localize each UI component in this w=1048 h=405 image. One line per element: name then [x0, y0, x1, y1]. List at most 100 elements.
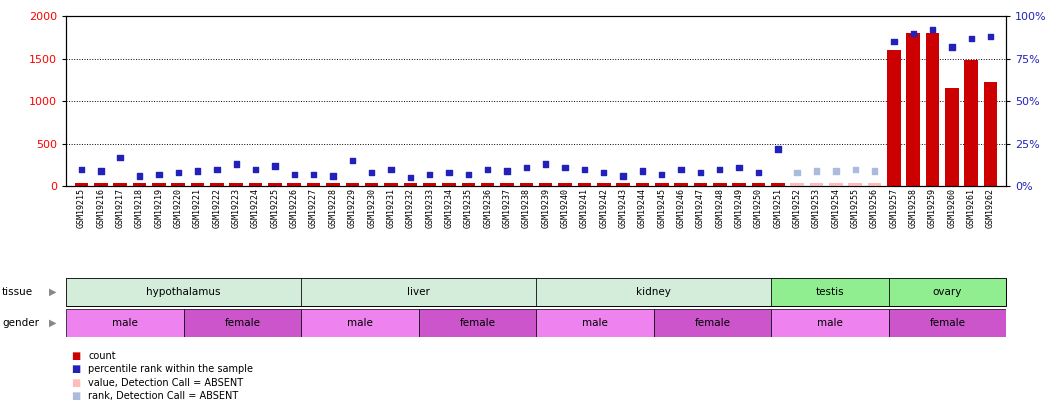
Text: rank, Detection Call = ABSENT: rank, Detection Call = ABSENT — [88, 391, 238, 401]
Bar — [829, 183, 843, 186]
Point — [440, 169, 457, 176]
Point — [963, 35, 980, 42]
Point — [847, 166, 864, 173]
Text: GSM19216: GSM19216 — [96, 188, 106, 228]
Point — [383, 166, 399, 173]
Text: GSM19244: GSM19244 — [638, 188, 647, 228]
Bar — [577, 183, 591, 186]
Bar — [964, 60, 978, 186]
Point — [112, 154, 129, 161]
Point — [305, 171, 322, 178]
Text: GSM19230: GSM19230 — [367, 188, 376, 228]
Text: GSM19248: GSM19248 — [716, 188, 724, 228]
Text: GSM19228: GSM19228 — [328, 188, 337, 228]
Text: GSM19262: GSM19262 — [986, 188, 996, 228]
Text: male: male — [816, 318, 843, 328]
Text: GSM19249: GSM19249 — [735, 188, 744, 228]
Point — [692, 169, 708, 176]
Bar — [849, 183, 861, 186]
Text: GSM19226: GSM19226 — [289, 188, 299, 228]
Bar — [94, 183, 108, 186]
Point — [769, 146, 786, 152]
Text: GSM19261: GSM19261 — [966, 188, 976, 228]
Text: GSM19225: GSM19225 — [270, 188, 280, 228]
Bar — [423, 183, 436, 186]
Point — [170, 169, 187, 176]
Bar — [889, 278, 1006, 306]
Point — [924, 27, 941, 33]
Point — [518, 164, 534, 171]
Bar — [74, 183, 88, 186]
Bar — [674, 183, 687, 186]
Text: ■: ■ — [71, 377, 81, 388]
Bar — [733, 183, 746, 186]
Bar — [751, 183, 765, 186]
Bar — [113, 183, 127, 186]
Text: ■: ■ — [71, 351, 81, 361]
Point — [247, 166, 264, 173]
Point — [364, 169, 380, 176]
Point — [576, 166, 593, 173]
Point — [286, 171, 303, 178]
Bar — [536, 309, 654, 337]
Text: GSM19260: GSM19260 — [947, 188, 957, 228]
Bar — [539, 183, 552, 186]
Point — [479, 166, 496, 173]
Bar — [771, 183, 785, 186]
Text: GSM19220: GSM19220 — [174, 188, 182, 228]
Bar — [301, 309, 418, 337]
Point — [227, 161, 244, 167]
Point — [460, 171, 477, 178]
Point — [190, 168, 206, 174]
Text: GSM19223: GSM19223 — [232, 188, 241, 228]
Text: GSM19257: GSM19257 — [890, 188, 898, 228]
Text: GSM19215: GSM19215 — [77, 188, 86, 228]
Bar — [597, 183, 611, 186]
Text: GSM19218: GSM19218 — [135, 188, 144, 228]
Bar — [655, 183, 669, 186]
Point — [750, 169, 767, 176]
Bar — [925, 33, 939, 186]
Bar — [636, 183, 649, 186]
Bar — [133, 183, 147, 186]
Point — [151, 171, 168, 178]
Text: GSM19236: GSM19236 — [483, 188, 493, 228]
Bar — [500, 183, 514, 186]
Bar — [230, 183, 243, 186]
Text: hypothalamus: hypothalamus — [147, 287, 221, 297]
Bar — [346, 183, 359, 186]
Text: GSM19258: GSM19258 — [909, 188, 918, 228]
Bar — [403, 183, 417, 186]
Text: GSM19240: GSM19240 — [561, 188, 569, 228]
Text: liver: liver — [407, 287, 430, 297]
Text: GSM19247: GSM19247 — [696, 188, 705, 228]
Point — [653, 171, 670, 178]
Text: female: female — [224, 318, 260, 328]
Point — [634, 168, 651, 174]
Text: GSM19253: GSM19253 — [812, 188, 821, 228]
Bar — [66, 278, 301, 306]
Text: GSM19242: GSM19242 — [599, 188, 608, 228]
Bar — [984, 82, 998, 186]
Bar — [713, 183, 726, 186]
Bar — [810, 183, 824, 186]
Bar — [442, 183, 456, 186]
Bar — [301, 278, 536, 306]
Point — [92, 168, 109, 174]
Bar — [248, 183, 262, 186]
Text: gender: gender — [2, 318, 39, 328]
Bar — [481, 183, 495, 186]
Text: kidney: kidney — [636, 287, 671, 297]
Point — [209, 166, 225, 173]
Point — [943, 44, 960, 50]
Bar — [694, 183, 707, 186]
Text: ■: ■ — [71, 391, 81, 401]
Point — [556, 164, 573, 171]
Text: GSM19246: GSM19246 — [677, 188, 685, 228]
Text: GSM19237: GSM19237 — [503, 188, 511, 228]
Text: GSM19235: GSM19235 — [464, 188, 473, 228]
Point — [266, 163, 283, 169]
Bar — [191, 183, 204, 186]
Point — [886, 38, 902, 45]
Bar — [889, 309, 1006, 337]
